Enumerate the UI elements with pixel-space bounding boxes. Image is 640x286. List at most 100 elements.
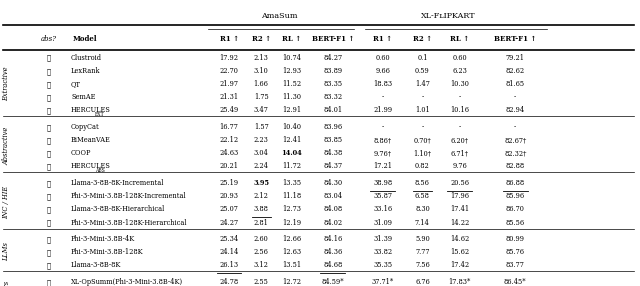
Text: 13.35: 13.35 [282,179,301,187]
Text: 83.04: 83.04 [323,192,342,200]
Text: 1.57: 1.57 [253,123,269,131]
Text: 6.76: 6.76 [415,278,430,286]
Text: 83.77: 83.77 [506,261,525,269]
Text: 10.40: 10.40 [282,123,301,131]
Text: 81.65: 81.65 [506,80,525,88]
Text: 12.91: 12.91 [282,106,301,114]
Text: 12.73: 12.73 [282,205,301,213]
Text: HERCULES: HERCULES [71,162,111,170]
Text: 7.77: 7.77 [415,248,429,256]
Text: 3.12: 3.12 [253,261,269,269]
Text: 1.47: 1.47 [415,80,430,88]
Text: QT: QT [71,80,81,88]
Text: 80.99: 80.99 [506,235,525,243]
Text: -: - [514,123,516,131]
Text: Llama-3-8B-8K-Incremental: Llama-3-8B-8K-Incremental [71,179,164,187]
Text: 12.66: 12.66 [282,235,301,243]
Text: -: - [381,93,384,101]
Text: 25.07: 25.07 [220,205,239,213]
Text: 85.76: 85.76 [506,248,525,256]
Text: -: - [458,93,461,101]
Text: 82.88: 82.88 [506,162,525,170]
Text: 84.01: 84.01 [323,106,342,114]
Text: 2.81: 2.81 [253,219,269,227]
Text: 79.21: 79.21 [506,54,525,62]
Text: 86.88: 86.88 [506,179,525,187]
Text: ✓: ✓ [47,248,51,256]
Text: 84.02: 84.02 [323,219,342,227]
Text: Extractive: Extractive [3,66,10,101]
Text: 17.92: 17.92 [220,54,239,62]
Text: 14.22: 14.22 [450,219,469,227]
Text: 2.23: 2.23 [253,136,269,144]
Text: 15.62: 15.62 [450,248,469,256]
Text: 85.96: 85.96 [506,192,525,200]
Text: 83.85: 83.85 [323,136,342,144]
Text: 9.66: 9.66 [375,67,390,75]
Text: 0.60: 0.60 [376,54,390,62]
Text: 18.83: 18.83 [373,80,392,88]
Text: BERT-F1 ↑: BERT-F1 ↑ [494,35,536,43]
Text: 82.94: 82.94 [506,106,525,114]
Text: ✓: ✓ [47,278,51,286]
Text: -: - [421,123,424,131]
Text: 13.51: 13.51 [282,261,301,269]
Text: 11.30: 11.30 [282,93,301,101]
Text: 8.30: 8.30 [415,205,430,213]
Text: 21.31: 21.31 [220,93,239,101]
Text: 84.59*: 84.59* [321,278,344,286]
Text: 1.75: 1.75 [253,93,269,101]
Text: ✓: ✓ [47,149,51,157]
Text: 6.20†: 6.20† [451,136,468,144]
Text: 20.21: 20.21 [220,162,239,170]
Text: ✗: ✗ [47,54,51,62]
Text: 17.21: 17.21 [373,162,392,170]
Text: 3.88: 3.88 [253,205,269,213]
Text: 26.13: 26.13 [220,261,239,269]
Text: 82.67†: 82.67† [504,136,526,144]
Text: 8.86†: 8.86† [374,136,392,144]
Text: 82.62: 82.62 [506,67,525,75]
Text: ✓: ✓ [47,123,51,131]
Text: 3.10: 3.10 [253,67,269,75]
Text: 83.89: 83.89 [323,67,342,75]
Text: 3.95: 3.95 [253,179,269,187]
Text: LLMs: LLMs [3,242,10,261]
Text: Ours: Ours [3,280,10,286]
Text: 84.16: 84.16 [323,235,342,243]
Text: 6.58: 6.58 [415,192,430,200]
Text: 20.56: 20.56 [450,179,469,187]
Text: 31.09: 31.09 [373,219,392,227]
Text: 10.30: 10.30 [450,80,469,88]
Text: COOP: COOP [71,149,92,157]
Text: 9.76†: 9.76† [374,149,392,157]
Text: 16.77: 16.77 [220,123,239,131]
Text: 21.99: 21.99 [373,106,392,114]
Text: 0.82: 0.82 [415,162,430,170]
Text: 2.55: 2.55 [253,278,269,286]
Text: 17.96: 17.96 [450,192,469,200]
Text: 1.66: 1.66 [253,80,269,88]
Text: 24.14: 24.14 [220,248,239,256]
Text: 6.23: 6.23 [452,67,467,75]
Text: EXT: EXT [95,112,105,117]
Text: Phi-3-Mini-3.8B-128K-Incremental: Phi-3-Mini-3.8B-128K-Incremental [71,192,187,200]
Text: RL ↑: RL ↑ [282,35,301,43]
Text: 25.34: 25.34 [220,235,239,243]
Text: 84.27: 84.27 [323,54,342,62]
Text: Llama-3-8B-8K: Llama-3-8B-8K [71,261,122,269]
Text: 35.87: 35.87 [373,192,392,200]
Text: ✓: ✓ [47,162,51,170]
Text: ABS: ABS [95,168,105,173]
Text: 82.32†: 82.32† [504,149,526,157]
Text: 14.62: 14.62 [450,235,469,243]
Text: 17.42: 17.42 [450,261,469,269]
Text: 83.32: 83.32 [323,93,342,101]
Text: XL-OpSumm(Phi-3-Mini-3.8B-4K): XL-OpSumm(Phi-3-Mini-3.8B-4K) [71,278,183,286]
Text: 0.59: 0.59 [415,67,430,75]
Text: 25.49: 25.49 [220,106,239,114]
Text: 12.41: 12.41 [282,136,301,144]
Text: 38.98: 38.98 [373,179,392,187]
Text: 17.41: 17.41 [450,205,469,213]
Text: 12.93: 12.93 [282,67,301,75]
